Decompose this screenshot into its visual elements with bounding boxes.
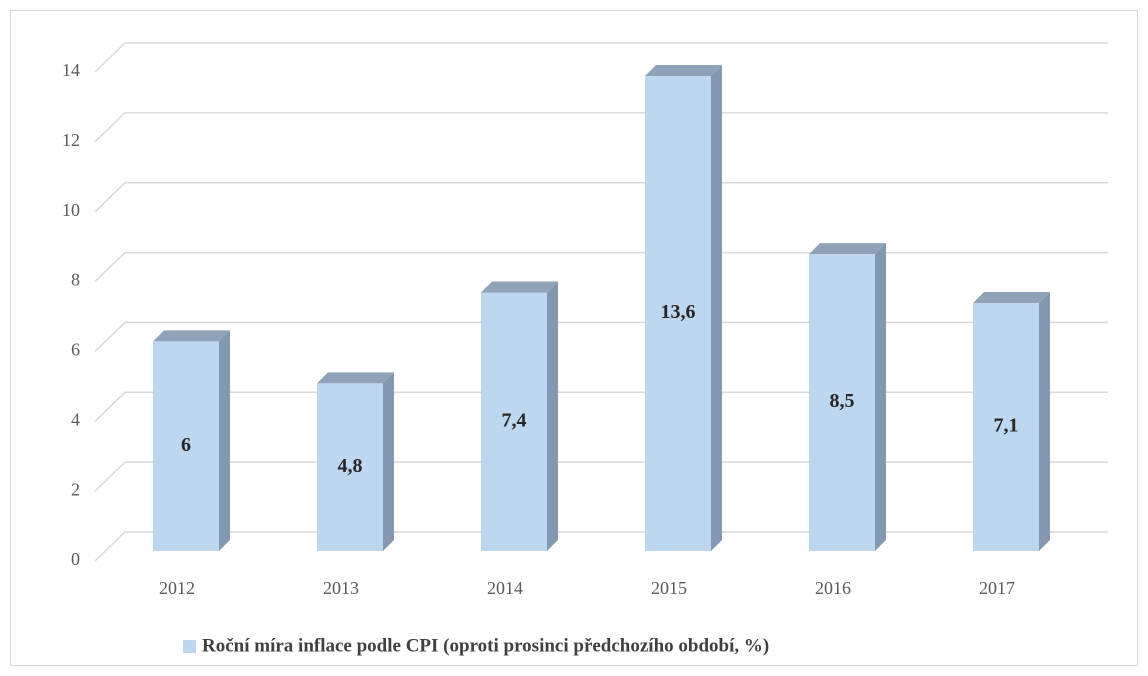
- value-label: 7,1: [994, 415, 1019, 437]
- bar-side: [219, 330, 230, 551]
- bar-front: [481, 292, 547, 551]
- bar-side: [547, 281, 558, 551]
- x-tick-label: 2012: [159, 578, 195, 598]
- y-tick-label: 2: [71, 479, 80, 499]
- bar-side: [875, 243, 886, 551]
- grid-line: [94, 391, 1108, 422]
- x-tick-label: 2016: [815, 578, 851, 598]
- y-tick-label: 10: [62, 200, 80, 220]
- grid-line: [94, 112, 1108, 143]
- value-label: 6: [181, 434, 191, 456]
- bar-top: [645, 64, 722, 76]
- grid-line: [94, 321, 1108, 352]
- bar: [809, 243, 886, 551]
- grid-line: [94, 251, 1108, 283]
- y-tick-label: 0: [71, 549, 80, 569]
- value-label: 7,4: [502, 409, 527, 431]
- y-tick-label: 14: [62, 60, 80, 80]
- bar: [317, 372, 394, 551]
- bar: [973, 292, 1050, 551]
- value-label: 13,6: [661, 301, 696, 323]
- grid-line: [94, 531, 1108, 562]
- grid-line: [94, 461, 1108, 492]
- x-tick-label: 2017: [979, 578, 1015, 598]
- bar-top: [809, 243, 886, 255]
- value-label: 4,8: [338, 455, 363, 477]
- bar-top: [973, 292, 1050, 304]
- grid-line: [94, 42, 1108, 73]
- value-label: 8,5: [830, 390, 855, 412]
- bar-front: [809, 254, 875, 551]
- y-tick-label: 8: [71, 270, 80, 290]
- bar-side: [1039, 292, 1050, 551]
- bar-top: [317, 372, 394, 384]
- bar-front: [645, 75, 711, 551]
- bar-side: [711, 64, 722, 551]
- legend-swatch: [183, 640, 196, 653]
- bar-front: [317, 383, 383, 551]
- bar-front: [973, 303, 1039, 551]
- y-tick-label: 6: [71, 340, 80, 360]
- grid-line: [94, 181, 1108, 213]
- bar: [481, 281, 558, 551]
- bar-side: [383, 372, 394, 551]
- x-tick-label: 2014: [487, 578, 523, 598]
- bar: [645, 64, 722, 551]
- x-tick-label: 2013: [323, 578, 359, 598]
- bar-top: [153, 330, 230, 342]
- legend-label: Roční míra inflace podle CPI (oproti pro…: [202, 635, 769, 656]
- y-tick-label: 12: [62, 130, 80, 150]
- bar: [153, 330, 230, 551]
- legend: Roční míra inflace podle CPI (oproti pro…: [183, 635, 769, 656]
- bar-top: [481, 281, 558, 293]
- bar-front: [153, 341, 219, 551]
- y-tick-label: 4: [71, 409, 80, 429]
- x-tick-label: 2015: [651, 578, 687, 598]
